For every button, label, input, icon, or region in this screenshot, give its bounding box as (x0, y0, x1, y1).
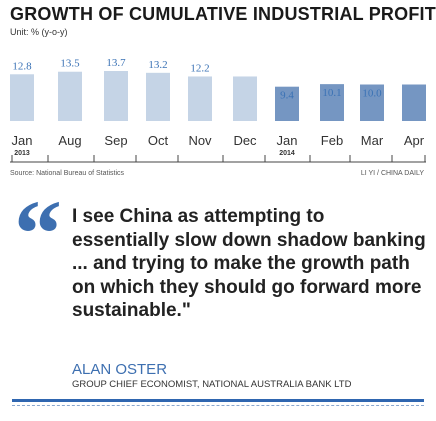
category-tick-label: Jan (277, 133, 298, 148)
bar-value-label: 13.7 (106, 57, 126, 69)
bar-value-label: 10.1 (322, 87, 341, 99)
footer-rule-dashed (12, 405, 424, 406)
quote-line: ... and trying to make the growth path (72, 253, 410, 274)
category-tick-label: Apr (404, 133, 425, 148)
bar (233, 76, 257, 121)
profits-bar-chart: 12.8 13.5 13.7 13.2 12.2 9.4 10.1 10.0 Jan Aug Se… (10, 57, 426, 163)
category-tick-label: Dec (233, 133, 257, 148)
bar (10, 74, 34, 121)
year-label: 2014 (279, 150, 295, 157)
bar-value-label: 10.0 (362, 88, 382, 100)
bar (188, 76, 212, 121)
bar (146, 72, 170, 121)
quote-line: sustainable." (72, 300, 191, 321)
quote-author: ALAN OSTER (72, 361, 168, 378)
quote-line: on which they should go forward more (72, 276, 422, 298)
bar-value-label: 9.4 (280, 90, 294, 102)
bar (104, 70, 128, 121)
bar (320, 84, 344, 121)
category-tick-label: Sep (104, 133, 127, 148)
bar (360, 84, 384, 121)
quote-line: I see China as attempting to (72, 206, 325, 227)
bar-value-label: 12.8 (12, 60, 32, 72)
category-tick-label: Nov (188, 133, 212, 148)
category-tick-label: Mar (361, 133, 384, 148)
chart-title: GROWTH OF CUMULATIVE INDUSTRIAL PROFITS (10, 4, 436, 24)
bar-value-label: 12.2 (190, 62, 209, 74)
unit-label: Unit: % (y-o-y) (10, 27, 68, 37)
year-label: 2013 (14, 150, 30, 157)
quote-mark-icon: “ (14, 180, 62, 287)
bar (58, 71, 82, 121)
category-tick-label: Oct (148, 133, 169, 148)
bar-value-label: 13.2 (148, 59, 167, 71)
bar (275, 86, 299, 121)
author-role: GROUP CHIEF ECONOMIST, NATIONAL AUSTRALI… (72, 379, 352, 390)
credit-note: LI YI / CHINA DAILY (360, 170, 424, 177)
category-tick-label: Aug (58, 133, 81, 148)
category-tick-label: Jan (12, 133, 33, 148)
footer-rule (12, 399, 424, 402)
source-note: Source: National Bureau of Statistics (10, 170, 125, 177)
quote-line: essentially slow down shadow banking (72, 229, 426, 251)
category-tick-label: Feb (321, 133, 343, 148)
quote-text: I see China as attempting to essentially… (72, 205, 426, 323)
bar-value-label: 13.5 (60, 58, 80, 70)
bar (402, 84, 426, 121)
